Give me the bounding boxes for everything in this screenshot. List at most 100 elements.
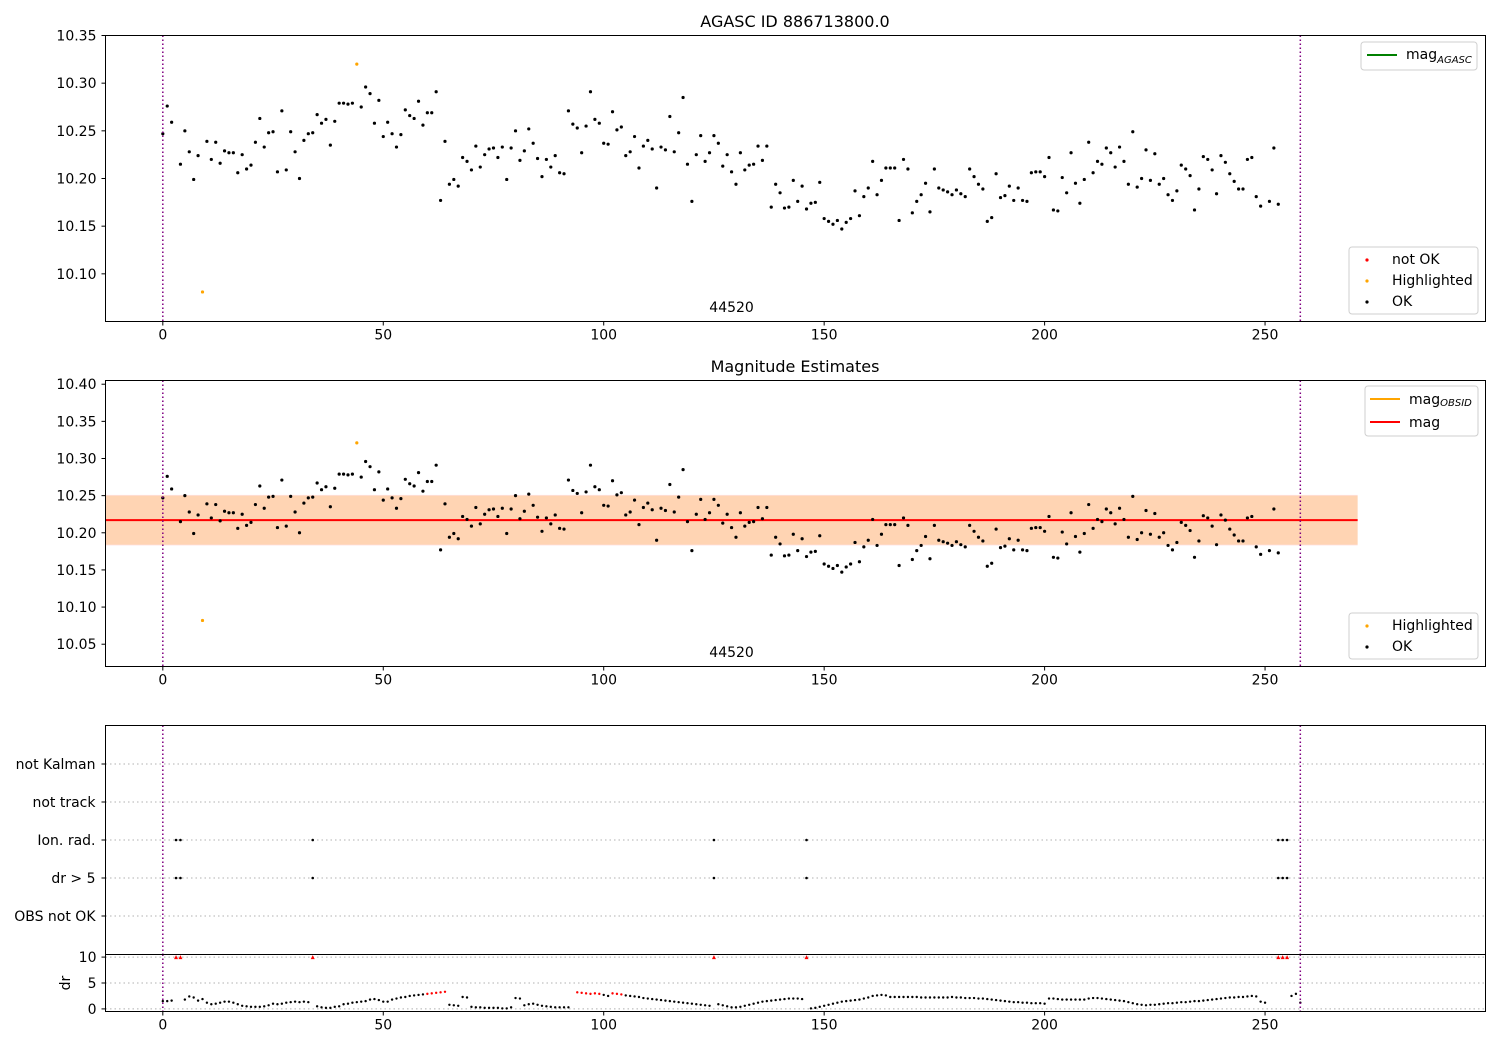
mag-point-ok [1192,208,1197,212]
dr-point [412,994,416,997]
mag-point-ok [597,121,601,125]
estimate-point-ok [774,535,778,539]
dr-point [505,1007,508,1010]
dr-point [501,1007,504,1010]
panel-agasc: AGASC ID 886713800.0 0 50 100 150 200 250 10.1… [56,12,1486,344]
dr-point [227,1000,231,1003]
dr-point [1087,997,1090,1000]
estimate-point-ok [540,529,544,533]
estimate-point-ok [1236,539,1241,543]
dr-point [161,999,165,1003]
dr-point [1113,998,1117,1002]
estimate-point-ok [976,535,981,539]
flag-point [1281,838,1284,842]
flag-label: OBS not OK [14,909,96,925]
estimate-point-ok [822,562,826,566]
dr-point [955,996,958,999]
mag-point-ok [976,182,981,186]
dr-point [677,1000,680,1004]
dr-point [765,999,769,1003]
estimate-point-ok [372,488,377,492]
dr-point [748,1003,751,1006]
panel-2-xtick-label: 150 [811,673,838,689]
dr-point [421,993,425,996]
panel-2-xtick-label: 100 [590,673,617,689]
dr-point [549,1005,553,1009]
estimate-point-ok [1197,539,1201,543]
mag-point-ok [641,144,645,148]
dr-point [919,996,923,999]
mag-point-ok [932,167,936,171]
dr-point [642,996,645,1000]
estimate-point-ok [959,543,963,547]
mag-point-ok [1175,189,1179,193]
dr-point [399,996,403,999]
dr-point [690,1002,694,1005]
dr-point [192,996,195,999]
mag-point-ok [725,153,729,157]
panel-2-points-layer [161,441,1280,623]
estimate-point-ok [267,495,271,499]
mag-point-ok [1126,182,1130,186]
mag-point-ok [681,95,685,100]
dr-point [1175,1001,1179,1004]
mag-point-ok [231,151,235,155]
estimate-point-ok [663,508,668,513]
dr-point [615,992,619,996]
dr-point [293,1000,297,1003]
estimate-point-ok [685,520,690,524]
estimate-point-ok [703,517,707,522]
dr-point [474,1006,478,1009]
panel-1-points-legend: not OK Highlighted OK [1348,246,1479,315]
mag-point-ok [359,105,363,109]
dr-point [465,996,469,999]
legend-mag-obsid-label: magOBSID [1409,392,1472,409]
mag-point-ok [1073,181,1078,185]
mag-point-ok [350,101,355,105]
estimate-point-ok [588,463,593,467]
dr-point [368,998,372,1001]
estimate-point-ok [901,516,906,520]
estimate-point-ok [729,525,734,530]
mag-point-ok [253,140,258,144]
estimate-point-ok [866,538,870,542]
mag-point-ok [866,186,870,190]
estimate-point-ok [1228,527,1232,531]
dr-point [800,997,804,1001]
panel-4-ytick-label: 10 [79,950,97,966]
estimate-point-ok [580,511,584,515]
dr-point [1091,996,1095,1000]
mag-point-ok [302,138,306,142]
mag-point-ok [879,178,884,183]
dr-point [827,1003,830,1006]
mag-point-ok [862,195,866,199]
estimate-point-ok [632,498,637,502]
dr-point [373,997,376,1001]
mag-point-ok [1241,187,1245,191]
mag-point-ok [566,109,571,113]
mag-point-ok [721,164,725,168]
dr-point [673,1000,676,1003]
estimate-point-ok [425,479,429,484]
dr-point [470,1005,473,1009]
estimate-point-ok [478,522,482,526]
estimate-point-ok [968,523,972,527]
mag-point-ok [968,167,972,171]
dr-point [606,994,610,998]
mag-point-ok [412,116,416,121]
dr-point [540,1004,544,1007]
mag-point-ok [328,143,332,147]
mag-point-ok [1034,170,1038,174]
dr-point [183,998,187,1001]
dr-point [1096,996,1099,1000]
mag-point-ok [1038,170,1042,174]
dr-point [743,1004,746,1007]
dr-point [941,996,945,999]
mag-point-ok [844,220,848,224]
mag-point-ok [650,147,654,151]
estimate-point-ok [875,543,879,548]
dr-point [457,1004,460,1007]
mag-point-ok [840,227,844,231]
dr-point [734,1006,738,1009]
dr-point [170,999,173,1002]
